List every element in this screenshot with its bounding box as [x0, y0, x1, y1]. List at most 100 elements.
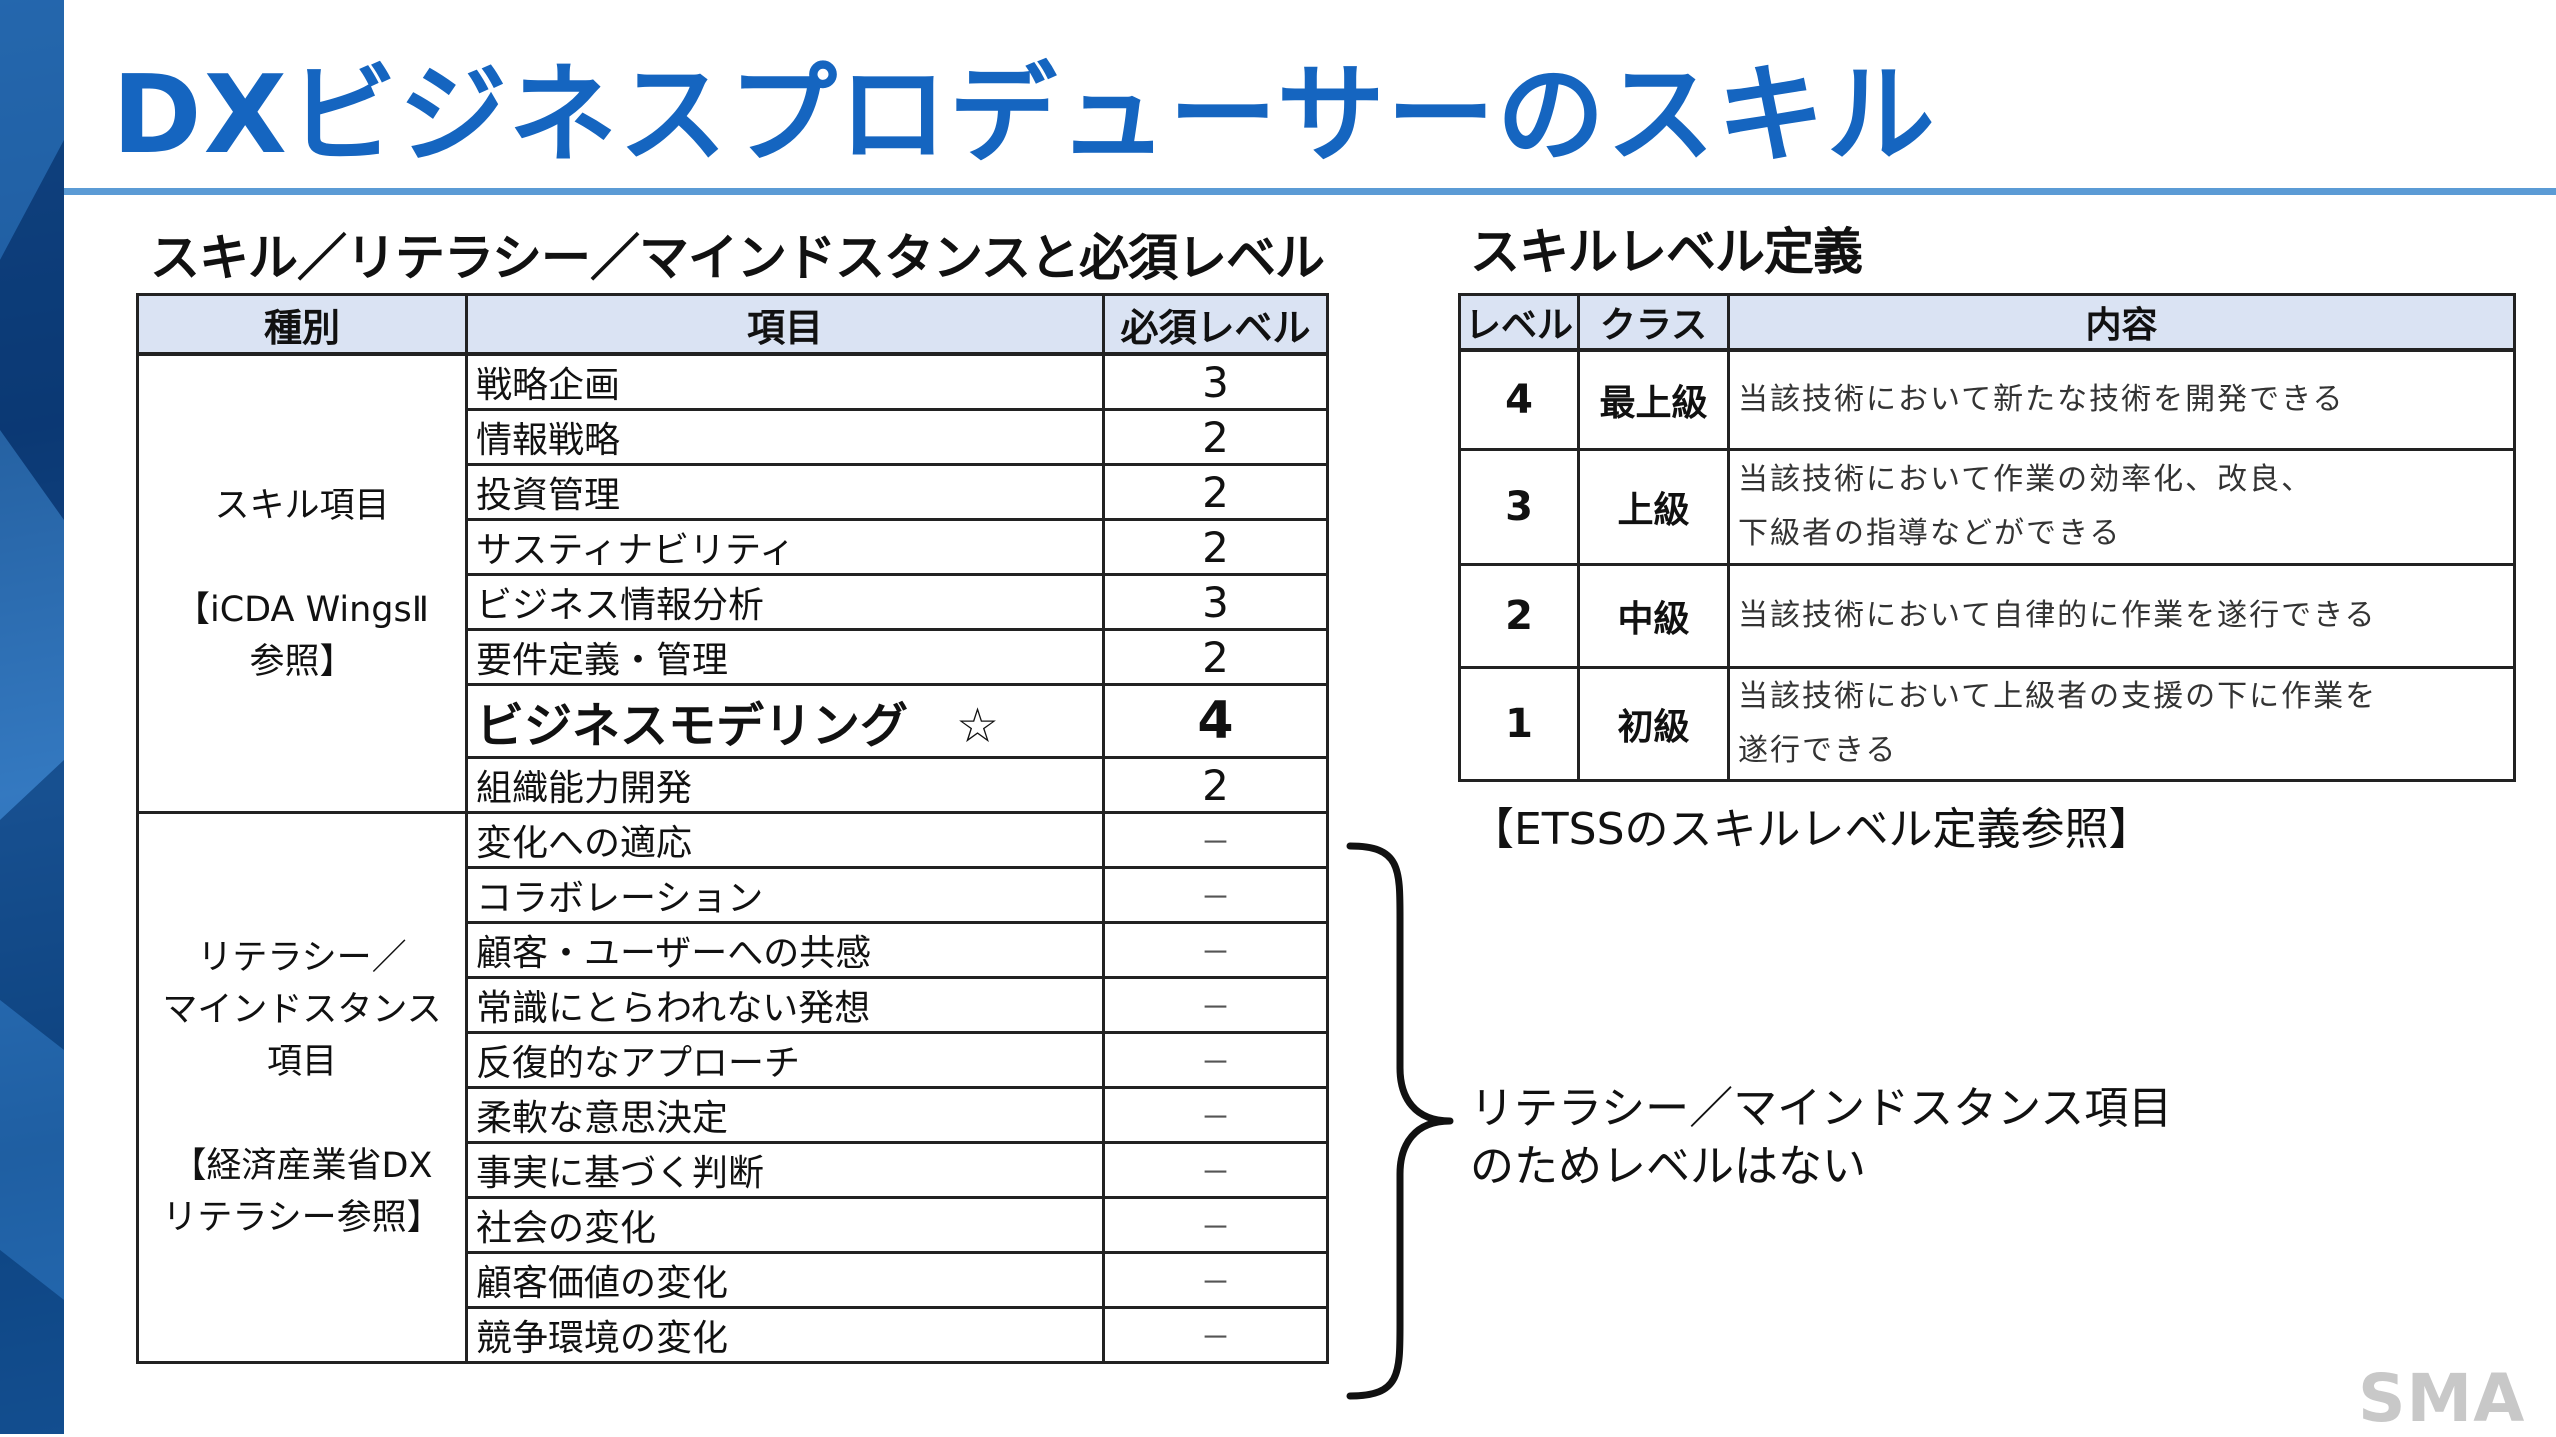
- table-row: 事実に基づく判断 －: [138, 1141, 1329, 1199]
- header-category: 種別: [136, 293, 468, 356]
- table-row: 反復的なアプローチ －: [138, 1031, 1329, 1089]
- level-number: 1: [1458, 665, 1580, 782]
- header-item: 項目: [465, 293, 1105, 356]
- level-description-line: 当該技術において作業の効率化、改良、: [1738, 461, 2314, 497]
- literacy-level: －: [1102, 1086, 1329, 1144]
- level-description: 当該技術において上級者の支援の下に作業を 遂行できる: [1727, 665, 2516, 782]
- skill-item: 戦略企画: [465, 352, 1105, 411]
- literacy-category-ref: 【経済産業省DX: [171, 1145, 433, 1186]
- header-level: レベル: [1458, 293, 1580, 352]
- literacy-level: －: [1102, 1141, 1329, 1199]
- level-table-header-row: レベル クラス 内容: [1458, 293, 2516, 352]
- level-description: 当該技術において新たな技術を開発できる: [1727, 348, 2516, 451]
- level-description-line: 当該技術において新たな技術を開発できる: [1738, 381, 2345, 417]
- literacy-level: －: [1102, 976, 1329, 1034]
- literacy-category-cell: リテラシー／ マインドスタンス項目 【経済産業省DX リテラシー参照】: [136, 811, 468, 1364]
- header-class: クラス: [1577, 293, 1730, 352]
- table-row: 競争環境の変化 －: [138, 1306, 1329, 1364]
- skill-level: 3: [1102, 573, 1329, 631]
- literacy-no-level-line: リテラシー／マインドスタンス項目: [1470, 1083, 2173, 1134]
- table-row: サスティナビリティ 2: [138, 518, 1329, 576]
- table-row: リテラシー／ マインドスタンス項目 【経済産業省DX リテラシー参照】 変化への…: [136, 811, 1329, 1364]
- literacy-category-name: リテラシー／: [197, 937, 407, 978]
- table-row: 投資管理 2: [138, 463, 1329, 521]
- level-class: 初級: [1577, 665, 1730, 782]
- level-description-line: 当該技術において自律的に作業を遂行できる: [1738, 597, 2377, 633]
- curly-brace: [1346, 842, 1454, 1400]
- level-row: 1 初級 当該技術において上級者の支援の下に作業を 遂行できる: [1458, 665, 2516, 782]
- skill-category-name: スキル項目: [214, 485, 390, 526]
- level-number: 3: [1458, 447, 1580, 566]
- literacy-level: －: [1102, 866, 1329, 924]
- skill-category-cell: スキル項目 【iCDA WingsⅡ 参照】: [136, 352, 468, 814]
- literacy-level: －: [1102, 921, 1329, 979]
- table-row: ビジネス情報分析 3: [138, 573, 1329, 631]
- literacy-item: 競争環境の変化: [465, 1306, 1105, 1364]
- skill-item-highlight: ビジネスモデリング ☆: [465, 683, 1105, 759]
- table-row: 柔軟な意思決定 －: [138, 1086, 1329, 1144]
- level-row: 2 中級 当該技術において自律的に作業を遂行できる: [1458, 562, 2516, 669]
- header-description: 内容: [1727, 293, 2516, 352]
- skill-item: 情報戦略: [465, 408, 1105, 466]
- literacy-no-level-note: リテラシー／マインドスタンス項目 のためレベルはない: [1470, 1080, 2172, 1196]
- table-row: 組織能力開発 2: [138, 756, 1329, 814]
- literacy-level: －: [1102, 1306, 1329, 1364]
- etss-reference-note: 【ETSSのスキルレベル定義参照】: [1470, 804, 2153, 855]
- literacy-item: 反復的なアプローチ: [465, 1031, 1105, 1089]
- table-row-highlight: ビジネスモデリング ☆ 4: [138, 683, 1329, 759]
- skill-level: 2: [1102, 518, 1329, 576]
- literacy-category-name: マインドスタンス項目: [162, 989, 442, 1082]
- skill-category-ref: 参照】: [249, 641, 355, 682]
- literacy-item: 顧客価値の変化: [465, 1251, 1105, 1309]
- skill-item: 投資管理: [465, 463, 1105, 521]
- table-row: 顧客・ユーザーへの共感 －: [138, 921, 1329, 979]
- skill-item: 要件定義・管理: [465, 628, 1105, 686]
- level-number: 2: [1458, 562, 1580, 669]
- literacy-no-level-line: のためレベルはない: [1470, 1141, 1866, 1192]
- literacy-level: －: [1102, 1031, 1329, 1089]
- level-description-line: 当該技術において上級者の支援の下に作業を: [1738, 678, 2378, 714]
- skill-category-ref: 【iCDA WingsⅡ: [175, 589, 429, 630]
- literacy-item: 柔軟な意思決定: [465, 1086, 1105, 1144]
- level-class: 最上級: [1577, 348, 1730, 451]
- level-number: 4: [1458, 348, 1580, 451]
- skill-level: 2: [1102, 756, 1329, 814]
- level-description-line: 遂行できる: [1738, 732, 1898, 768]
- literacy-level: －: [1102, 811, 1329, 869]
- level-class: 上級: [1577, 447, 1730, 566]
- skill-level-highlight: 4: [1102, 683, 1329, 759]
- skill-level: 2: [1102, 463, 1329, 521]
- level-class: 中級: [1577, 562, 1730, 669]
- level-definition-table: レベル クラス 内容 4 最上級 当該技術において新たな技術を開発できる 3 上…: [1458, 293, 2516, 782]
- skill-table: 種別 項目 必須レベル スキル項目 【iCDA WingsⅡ 参照】 戦略企画 …: [136, 293, 1329, 1364]
- literacy-item: 常識にとらわれない発想: [465, 976, 1105, 1034]
- literacy-item: 顧客・ユーザーへの共感: [465, 921, 1105, 979]
- level-description: 当該技術において自律的に作業を遂行できる: [1727, 562, 2516, 669]
- skill-item: サスティナビリティ: [465, 518, 1105, 576]
- literacy-level: －: [1102, 1251, 1329, 1309]
- skill-item: 組織能力開発: [465, 756, 1105, 814]
- level-row: 3 上級 当該技術において作業の効率化、改良、 下級者の指導などができる: [1458, 447, 2516, 566]
- level-table-heading: スキルレベル定義: [1470, 223, 1863, 281]
- title-divider: [64, 188, 2556, 195]
- table-row: 情報戦略 2: [138, 408, 1329, 466]
- literacy-item: 変化への適応: [465, 811, 1105, 869]
- table-row: 要件定義・管理 2: [138, 628, 1329, 686]
- skill-level: 2: [1102, 628, 1329, 686]
- table-row: コラボレーション －: [138, 866, 1329, 924]
- table-row: 社会の変化 －: [138, 1196, 1329, 1254]
- literacy-level: －: [1102, 1196, 1329, 1254]
- skill-table-header-row: 種別 項目 必須レベル: [136, 293, 1329, 356]
- level-description-line: 下級者の指導などができる: [1738, 515, 2122, 551]
- side-decoration: [0, 0, 64, 1434]
- literacy-item: 事実に基づく判断: [465, 1141, 1105, 1199]
- table-row: スキル項目 【iCDA WingsⅡ 参照】 戦略企画 3: [136, 352, 1329, 814]
- skill-level: 3: [1102, 352, 1329, 411]
- level-row: 4 最上級 当該技術において新たな技術を開発できる: [1458, 348, 2516, 451]
- literacy-item: 社会の変化: [465, 1196, 1105, 1254]
- skill-table-heading: スキル／リテラシー／マインドスタンスと必須レベル: [150, 229, 1325, 287]
- literacy-item: コラボレーション: [465, 866, 1105, 924]
- page-title: DXビジネスプロデューサーのスキル: [112, 53, 1937, 178]
- skill-level: 2: [1102, 408, 1329, 466]
- level-description: 当該技術において作業の効率化、改良、 下級者の指導などができる: [1727, 447, 2516, 566]
